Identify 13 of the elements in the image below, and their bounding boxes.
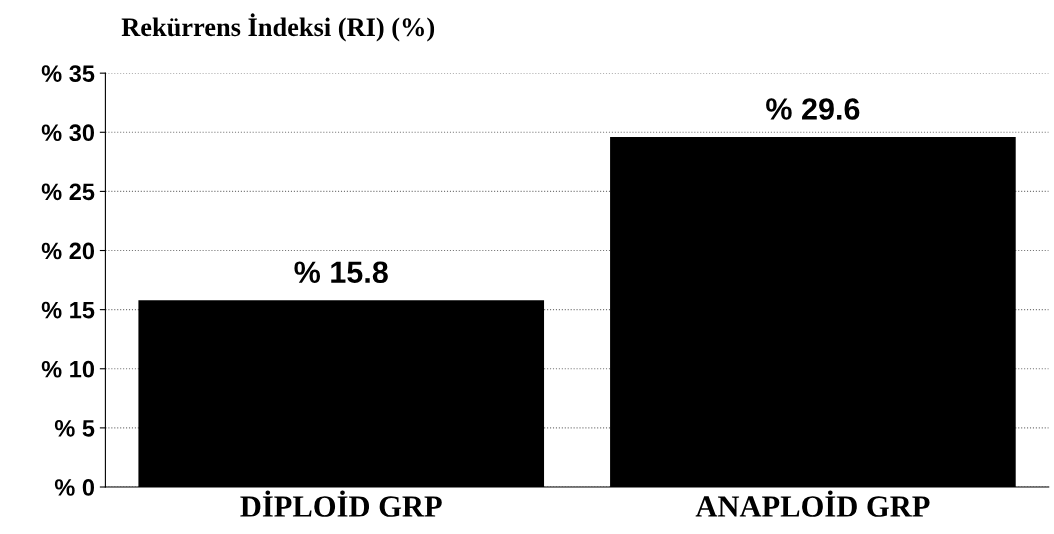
y-tick-label: % 10 bbox=[41, 360, 95, 378]
data-label: % 29.6 bbox=[766, 98, 860, 120]
y-tick-label: % 20 bbox=[41, 242, 95, 260]
y-tick-label: % 30 bbox=[41, 124, 95, 142]
y-tick-label: % 0 bbox=[54, 479, 95, 496]
chart-title: Rekürrens İndeksi (RI) (%) bbox=[121, 13, 435, 42]
x-tick-label: DİPLOİD GRP bbox=[240, 490, 442, 517]
y-tick-label: % 25 bbox=[41, 183, 95, 201]
x-tick-label: ANAPLOİD GRP bbox=[695, 490, 930, 517]
y-tick-label: % 5 bbox=[54, 420, 95, 437]
y-tick-label: % 15 bbox=[41, 301, 95, 319]
y-tick-label: % 35 bbox=[41, 65, 95, 82]
data-label: % 15.8 bbox=[294, 261, 388, 284]
